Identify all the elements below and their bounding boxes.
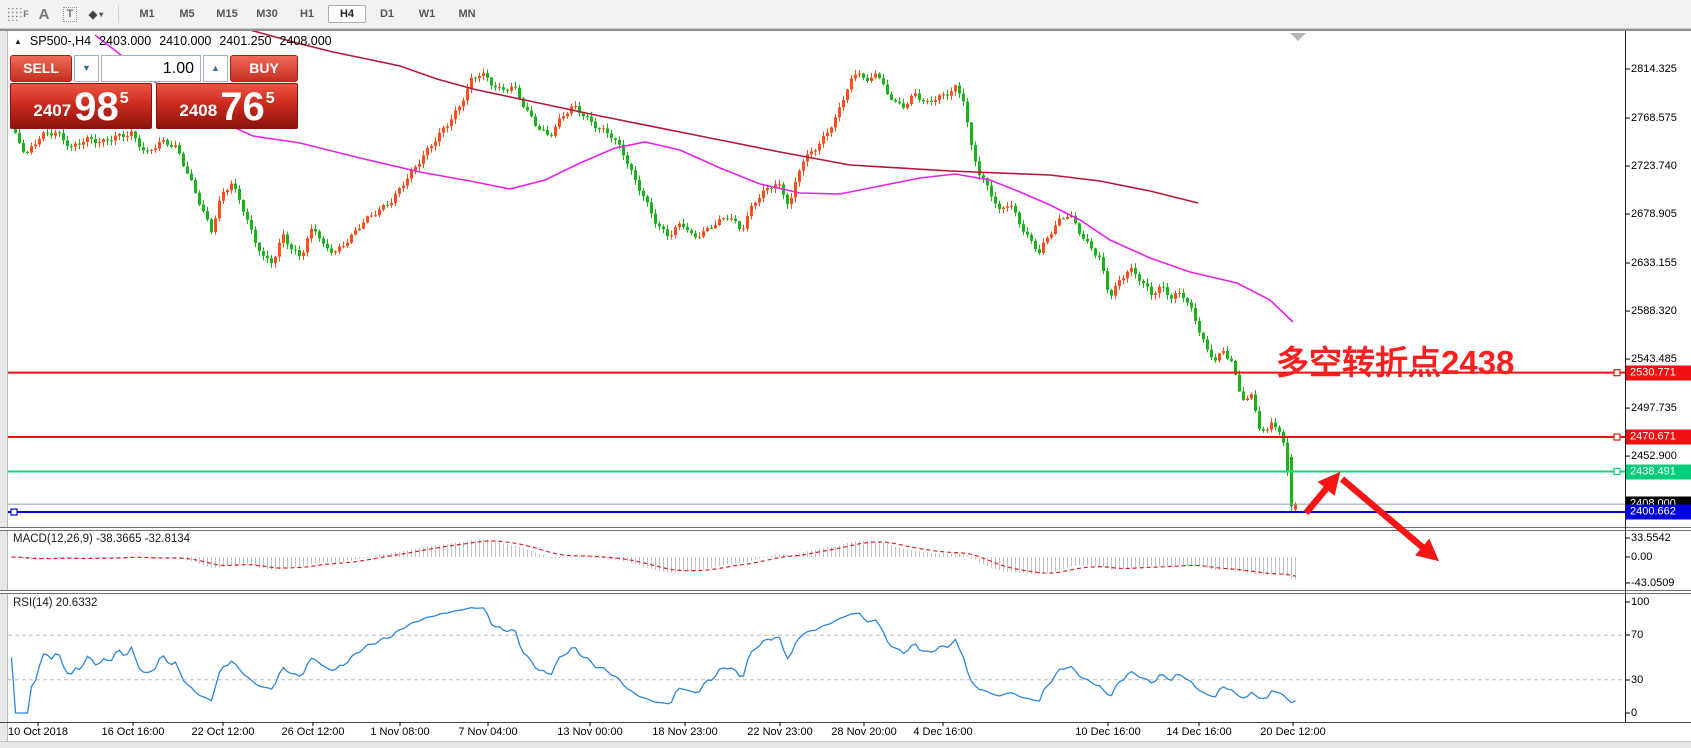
ohlc-close: 2408.000 [279, 34, 332, 48]
chart-title: ▲ SP500-,H4 2403.000 2410.000 2401.250 2… [14, 34, 332, 48]
price-axis-label: 2723.740 [1631, 160, 1677, 173]
buy-price-sup: 5 [265, 90, 275, 107]
time-axis-label: 16 Oct 16:00 [101, 726, 165, 738]
price-badge-2530.771: 2530.771 [1626, 365, 1691, 381]
sell-price-big: 98 [74, 85, 119, 130]
timeframe-button-h4[interactable]: H4 [328, 5, 366, 23]
rsi-indicator [8, 607, 1625, 714]
macd-axis-label: 0.00 [1631, 551, 1653, 563]
price-axis-label: 2633.155 [1631, 257, 1677, 270]
timeframe-button-mn[interactable]: MN [458, 8, 476, 20]
time-axis-label: 14 Dec 16:00 [1166, 726, 1232, 738]
window-bottom-edge [0, 741, 1691, 748]
panel-separator-macd[interactable] [0, 527, 1691, 531]
ohlc-open: 2403.000 [99, 34, 152, 48]
chevron-down-icon[interactable]: ▾ [99, 9, 104, 19]
moving-average-fast[interactable] [94, 34, 1294, 323]
timeframe-button-m5[interactable]: M5 [179, 8, 195, 20]
time-axis-label: 10 Dec 16:00 [1075, 726, 1141, 738]
buy-button[interactable]: BUY [230, 55, 298, 82]
time-axis-label: 4 Dec 16:00 [913, 726, 973, 738]
time-axis-label: 22 Oct 12:00 [191, 726, 255, 738]
buy-price-box[interactable]: 2408 76 5 [156, 83, 298, 129]
moving-average-slow[interactable] [250, 30, 1199, 204]
arrow-down-forecast[interactable] [1339, 476, 1440, 562]
price-axis-label: 2497.735 [1631, 402, 1677, 415]
price-badge-2438.491: 2438.491 [1626, 464, 1691, 480]
macd-label: MACD(12,26,9) -38.3665 -32.8134 [13, 533, 191, 545]
time-axis-label: 20 Dec 12:00 [1260, 726, 1326, 738]
window-top-border [0, 29, 1691, 32]
hline-handle[interactable] [1613, 369, 1621, 377]
price-axis-label: 2452.900 [1631, 450, 1677, 463]
toolbar: ::::::::::: F A T ◆ ▾ M1 M5 M15 M30 H1 H4 D1 W1 MN [0, 0, 1691, 29]
window-left-edge [0, 31, 8, 748]
rsi-axis-label: 30 [1631, 674, 1644, 686]
price-axis-label: 2768.575 [1631, 111, 1677, 124]
rsi-axis-label: 100 [1631, 596, 1650, 608]
ohlc-high: 2410.000 [159, 34, 212, 48]
price-axis-label: 2678.905 [1631, 208, 1677, 221]
rsi-label: RSI(14) 20.6332 [13, 597, 98, 609]
time-axis-label: 22 Nov 23:00 [747, 726, 813, 738]
time-axis-label: 13 Nov 00:00 [557, 726, 623, 738]
macd-axis-label: 33.5542 [1631, 532, 1671, 544]
text-box-icon[interactable]: T [58, 3, 82, 25]
rsi-line [10, 607, 1296, 714]
timeframe-button-m15[interactable]: M15 [216, 8, 238, 20]
time-axis-label: 10 Oct 2018 [8, 726, 68, 738]
time-axis-label: 18 Nov 23:00 [652, 726, 718, 738]
time-axis-label: 28 Nov 20:00 [831, 726, 897, 738]
timeframe-button-w1[interactable]: W1 [418, 8, 436, 20]
volume-input[interactable] [101, 55, 201, 82]
hline-handle[interactable] [10, 508, 18, 516]
buy-price-prefix: 2408 [179, 101, 218, 120]
sell-price-box[interactable]: 2407 98 5 [10, 83, 152, 129]
arrow-up-to-2438[interactable] [1303, 471, 1341, 516]
ohlc-low: 2401.250 [219, 34, 272, 48]
time-axis-divider [0, 722, 1691, 723]
toolbar-separator [118, 5, 119, 23]
rsi-axis-label: 0 [1631, 707, 1638, 719]
label-a-icon[interactable]: A [38, 5, 50, 23]
timeframe-group: M1 M5 M15 M30 H1 H4 D1 W1 MN [127, 5, 487, 23]
time-axis-label: 26 Oct 12:00 [281, 726, 345, 738]
price-axis-label: 2588.320 [1631, 305, 1677, 318]
sell-button[interactable]: SELL [10, 55, 72, 82]
price-badge-2400.662: 2400.662 [1626, 504, 1691, 520]
collapse-icon[interactable]: ▲ [14, 36, 22, 46]
volume-up-button[interactable]: ▲ [203, 55, 228, 82]
timeframe-button-h1[interactable]: H1 [299, 8, 315, 20]
volume-down-button[interactable]: ▼ [74, 55, 99, 82]
hline-handle[interactable] [1613, 467, 1621, 476]
arrange-tool-icon[interactable]: ◆ ▾ [88, 8, 104, 21]
timeframe-button-m1[interactable]: M1 [139, 8, 155, 20]
price-axis-divider [1625, 31, 1626, 722]
sell-price-sup: 5 [119, 90, 129, 107]
macd-axis-label: -43.0509 [1631, 577, 1675, 589]
chart-shift-marker-icon [1290, 33, 1306, 41]
symbol-period: SP500-,H4 [29, 34, 92, 48]
sell-price-prefix: 2407 [33, 101, 72, 120]
time-axis-label: 1 Nov 08:00 [370, 726, 430, 738]
buy-price-big: 76 [220, 85, 265, 130]
price-badge-2470.671: 2470.671 [1626, 429, 1691, 445]
price-axis-label: 2543.485 [1631, 353, 1677, 366]
macd-signal-line [11, 540, 1296, 577]
macd-histogram [11, 539, 1296, 580]
time-axis-label: 7 Nov 04:00 [458, 726, 518, 738]
chart-grid-f-icon[interactable]: ::::::::::: F [7, 5, 29, 23]
candlestick-chart [10, 30, 1297, 512]
timeframe-button-m30[interactable]: M30 [256, 8, 278, 20]
panel-separator-rsi[interactable] [0, 590, 1691, 594]
timeframe-button-d1[interactable]: D1 [379, 8, 395, 20]
rsi-axis-label: 70 [1631, 629, 1644, 641]
one-click-trade-panel: SELL ▼ ▲ BUY 2407 98 5 2408 76 5 [10, 55, 298, 129]
chart-annotation-text[interactable]: 多空转折点2438 [1276, 344, 1515, 381]
hline-handle[interactable] [1613, 433, 1621, 441]
price-axis-label: 2814.325 [1631, 63, 1677, 75]
